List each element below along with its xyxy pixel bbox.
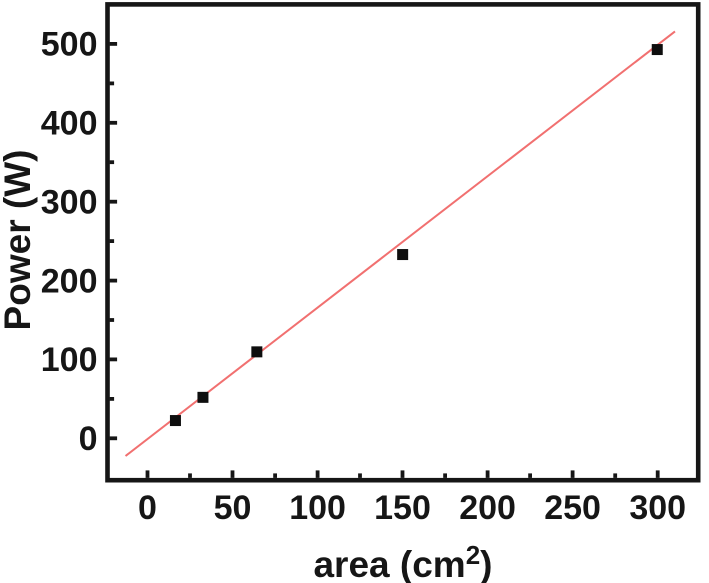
svg-text:0: 0 bbox=[79, 420, 98, 458]
svg-text:250: 250 bbox=[544, 489, 601, 527]
svg-text:Power (W): Power (W) bbox=[0, 150, 38, 331]
svg-text:400: 400 bbox=[41, 105, 98, 143]
svg-text:area (cm2): area (cm2) bbox=[313, 540, 492, 583]
svg-text:100: 100 bbox=[41, 341, 98, 379]
svg-text:50: 50 bbox=[214, 489, 252, 527]
svg-text:500: 500 bbox=[41, 26, 98, 64]
svg-text:100: 100 bbox=[289, 489, 346, 527]
svg-text:300: 300 bbox=[41, 183, 98, 221]
svg-text:200: 200 bbox=[41, 262, 98, 300]
svg-text:0: 0 bbox=[138, 489, 157, 527]
svg-text:150: 150 bbox=[374, 489, 431, 527]
svg-text:200: 200 bbox=[459, 489, 516, 527]
svg-text:300: 300 bbox=[629, 489, 686, 527]
